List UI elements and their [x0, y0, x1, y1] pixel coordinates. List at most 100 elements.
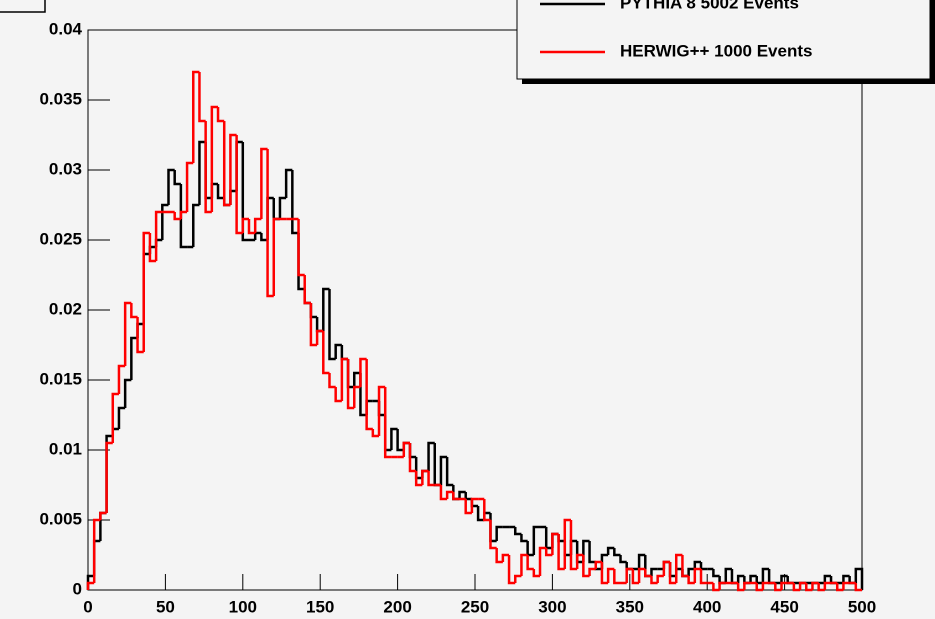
histogram-bin	[309, 303, 318, 347]
y-tick-label: 0.02	[49, 299, 82, 318]
histogram-bin	[229, 133, 237, 205]
histogram-bin	[322, 287, 330, 331]
histogram-bin	[297, 219, 305, 277]
histogram-bin	[198, 140, 206, 205]
histogram-bin	[346, 359, 355, 410]
histogram-bin	[130, 303, 138, 319]
histogram-bin	[575, 553, 584, 569]
histogram-bin	[427, 471, 435, 487]
histogram-bin	[161, 203, 169, 240]
histogram-bin	[185, 161, 194, 212]
x-tick-label: 50	[156, 597, 175, 616]
histogram-bin	[123, 378, 132, 408]
histogram-bin	[247, 219, 256, 235]
histogram-bin	[699, 569, 708, 585]
x-tick-label: 300	[538, 597, 566, 616]
histogram-bin	[390, 427, 398, 450]
histogram-bin	[353, 371, 361, 387]
histogram-bin	[445, 457, 454, 487]
histogram-bin	[687, 567, 695, 576]
histogram-bin	[315, 329, 324, 345]
histogram-bin	[780, 574, 788, 583]
histogram-bin	[805, 583, 813, 592]
histogram-bin	[340, 357, 349, 401]
histogram-bin	[656, 574, 664, 583]
y-tick-label: 0.015	[39, 369, 82, 388]
histogram-bin	[606, 546, 615, 555]
histogram-bin	[253, 217, 262, 233]
y-tick-label: 0.03	[49, 159, 82, 178]
y-tick-label: 0.04	[49, 19, 83, 38]
histogram-bin	[179, 210, 188, 219]
histogram-bin	[272, 217, 280, 296]
histogram-bin	[470, 497, 479, 513]
histogram-bin	[408, 443, 417, 473]
histogram-bin	[823, 581, 832, 590]
histogram-bin	[241, 142, 249, 242]
histogram-bin	[136, 317, 144, 354]
legend-box	[516, 0, 931, 80]
histogram-bin	[712, 569, 720, 578]
histogram-bin	[780, 581, 788, 590]
histogram-bin	[173, 170, 181, 186]
histogram-bin	[532, 525, 541, 555]
histogram-bin	[495, 525, 503, 541]
histogram-bin	[712, 583, 720, 592]
histogram-bin	[371, 429, 380, 438]
histogram-bin	[383, 387, 392, 459]
histogram-bin	[743, 581, 751, 590]
histogram-bin	[569, 520, 578, 571]
x-tick-label: 250	[461, 597, 489, 616]
histogram-bin	[854, 567, 864, 590]
histogram-bin	[266, 149, 274, 298]
histogram-bin	[86, 581, 95, 590]
histogram-bin	[495, 548, 503, 564]
histogram-bin	[563, 518, 571, 569]
histogram-bin	[507, 555, 516, 585]
histogram-bin	[328, 373, 336, 389]
histogram-bin	[322, 331, 330, 375]
histogram-bin	[117, 406, 126, 429]
x-tick-label: 350	[616, 597, 644, 616]
histogram-bin	[216, 107, 225, 123]
histogram-bin	[92, 518, 101, 583]
histogram-bin	[644, 569, 652, 578]
histogram-bin	[557, 534, 565, 571]
histogram-bin	[260, 233, 268, 242]
histogram-bin	[755, 583, 763, 592]
histogram-bin	[842, 581, 850, 590]
y-tick-label: 0.01	[49, 439, 82, 458]
histogram-bin	[452, 492, 460, 501]
histogram-bin	[532, 569, 541, 578]
y-tick-label: 0	[73, 579, 82, 598]
histogram-bin	[476, 506, 485, 522]
histogram-bin	[625, 567, 633, 583]
histogram-bin	[668, 562, 677, 585]
histogram-bin	[278, 196, 287, 219]
histogram-bin	[736, 583, 745, 592]
histogram-bin	[216, 184, 225, 200]
histogram-bin	[464, 499, 472, 515]
histogram-bin	[501, 553, 510, 562]
x-tick-label: 450	[770, 597, 798, 616]
histogram-bin	[551, 532, 559, 555]
histogram-bin	[439, 455, 448, 485]
histogram-bin	[792, 583, 801, 592]
histogram-bin	[520, 534, 528, 543]
histogram-bin	[650, 567, 658, 576]
histogram-bin	[402, 441, 410, 457]
histogram-bin	[204, 121, 212, 214]
histogram-bin	[483, 499, 491, 522]
histogram-bin	[173, 212, 181, 221]
histogram-bin	[489, 520, 497, 550]
histogram-bin	[353, 385, 361, 408]
histogram-bin	[359, 357, 367, 387]
histogram-bin	[260, 147, 268, 219]
histogram-bin	[179, 184, 188, 249]
histogram-bin	[421, 469, 429, 485]
histogram-bin	[693, 567, 702, 583]
histogram-bin	[235, 135, 243, 235]
histogram-bin	[241, 217, 249, 233]
